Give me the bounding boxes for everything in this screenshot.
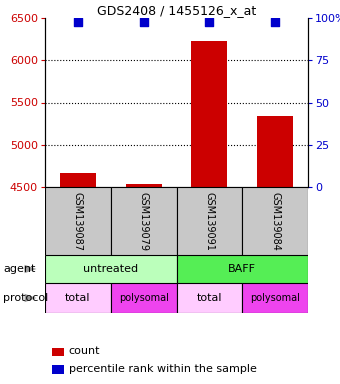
Point	[141, 19, 146, 25]
Bar	[60, 174, 96, 187]
Point	[207, 19, 212, 25]
Bar	[125, 184, 162, 187]
Bar	[242, 283, 308, 313]
Text: untreated: untreated	[83, 264, 138, 274]
Bar	[52, 348, 64, 356]
Bar	[176, 187, 242, 255]
Bar	[52, 365, 64, 374]
Polygon shape	[24, 294, 36, 302]
Bar	[111, 283, 176, 313]
Title: GDS2408 / 1455126_x_at: GDS2408 / 1455126_x_at	[97, 4, 256, 17]
Bar	[257, 116, 293, 187]
Bar	[176, 283, 242, 313]
Text: GSM139084: GSM139084	[270, 192, 280, 250]
Text: percentile rank within the sample: percentile rank within the sample	[69, 364, 257, 374]
Point	[75, 19, 81, 25]
Text: BAFF: BAFF	[228, 264, 256, 274]
Text: count: count	[69, 346, 100, 356]
Bar	[191, 41, 227, 187]
Text: total: total	[65, 293, 91, 303]
Bar	[45, 187, 111, 255]
Text: polysomal: polysomal	[250, 293, 300, 303]
Bar	[176, 255, 308, 283]
Text: GSM139087: GSM139087	[73, 192, 83, 250]
Polygon shape	[24, 265, 36, 273]
Text: protocol: protocol	[3, 293, 49, 303]
Bar	[111, 187, 176, 255]
Bar	[242, 187, 308, 255]
Text: agent: agent	[3, 264, 36, 274]
Text: polysomal: polysomal	[119, 293, 169, 303]
Bar	[45, 255, 176, 283]
Text: GSM139079: GSM139079	[139, 192, 149, 250]
Point	[272, 19, 278, 25]
Bar	[45, 283, 111, 313]
Text: GSM139091: GSM139091	[204, 192, 215, 250]
Text: total: total	[197, 293, 222, 303]
